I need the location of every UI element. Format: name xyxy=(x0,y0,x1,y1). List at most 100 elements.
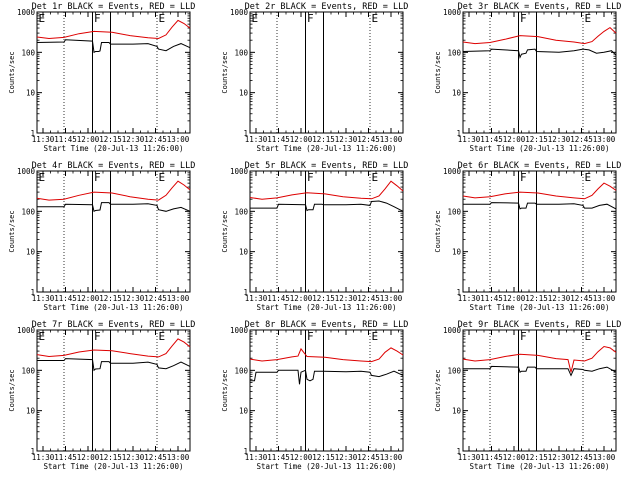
x-tick-label: 12:15 xyxy=(99,294,122,303)
chart-title: Det 3r BLACK = Events, RED = LLD xyxy=(458,2,622,12)
x-tick-label: 11:30 xyxy=(458,453,481,462)
plot-frame xyxy=(462,329,617,452)
x-tick-label: 12:15 xyxy=(99,453,122,462)
x-tick-label: 11:30 xyxy=(32,294,55,303)
y-tick-label: 1 xyxy=(243,288,248,297)
y-tick-label: 10 xyxy=(452,89,462,98)
x-tick-label: 11:45 xyxy=(267,135,290,144)
y-axis-label: Counts/sec xyxy=(434,51,442,93)
chart-title: Det 4r BLACK = Events, RED = LLD xyxy=(32,161,196,171)
x-tick-label: 11:30 xyxy=(245,294,268,303)
events-series-line xyxy=(37,202,191,213)
marker-E: E xyxy=(39,330,46,343)
y-tick-label: 100 xyxy=(447,366,461,375)
marker-F: F xyxy=(94,171,101,184)
chart-title: Det 8r BLACK = Events, RED = LLD xyxy=(245,320,409,330)
x-tick-label: 12:45 xyxy=(144,135,167,144)
y-tick-label: 1 xyxy=(30,447,35,456)
x-axis-label: Start Time (20-Jul-13 11:26:00) xyxy=(470,144,610,153)
x-axis-label: Start Time (20-Jul-13 11:26:00) xyxy=(257,144,397,153)
y-axis-label: Counts/sec xyxy=(221,369,229,411)
events-series-line xyxy=(250,369,404,385)
x-tick-label: 12:30 xyxy=(335,135,358,144)
x-tick-label: 11:45 xyxy=(54,453,77,462)
x-tick-label: 12:15 xyxy=(312,294,335,303)
x-tick-label: 12:30 xyxy=(548,294,571,303)
chart-title: Det 6r BLACK = Events, RED = LLD xyxy=(458,161,622,171)
x-tick-label: 12:45 xyxy=(144,453,167,462)
marker-E: E xyxy=(372,171,379,184)
lld-series-line xyxy=(462,345,617,373)
x-tick-label: 11:45 xyxy=(480,453,503,462)
lld-series-line xyxy=(249,347,404,363)
lld-series-line xyxy=(249,180,404,200)
y-tick-label: 100 xyxy=(21,48,35,57)
x-tick-label: 12:00 xyxy=(503,294,526,303)
x-tick-label: 13:00 xyxy=(593,453,616,462)
x-axis-label: Start Time (20-Jul-13 11:26:00) xyxy=(257,303,397,312)
events-series-line xyxy=(36,39,191,54)
chart-title: Det 5r BLACK = Events, RED = LLD xyxy=(245,161,409,171)
x-tick-label: 12:00 xyxy=(290,453,313,462)
x-tick-label: 11:30 xyxy=(245,135,268,144)
marker-E: E xyxy=(252,12,259,25)
x-tick-label: 13:00 xyxy=(593,294,616,303)
x-tick-label: 12:00 xyxy=(77,294,100,303)
y-tick-label: 1000 xyxy=(17,167,36,176)
events-series-line xyxy=(463,365,617,377)
x-tick-label: 13:00 xyxy=(593,135,616,144)
y-tick-label: 10 xyxy=(452,407,462,416)
marker-E: E xyxy=(585,171,592,184)
x-tick-label: 11:45 xyxy=(54,135,77,144)
x-tick-label: 11:45 xyxy=(480,294,503,303)
x-tick-label: 12:00 xyxy=(290,294,313,303)
marker-F: F xyxy=(94,330,101,343)
x-tick-label: 11:30 xyxy=(458,294,481,303)
marker-E: E xyxy=(159,330,166,343)
lld-series-line xyxy=(36,338,191,358)
y-tick-label: 100 xyxy=(447,207,461,216)
x-tick-label: 13:00 xyxy=(167,135,190,144)
x-tick-label: 12:45 xyxy=(144,294,167,303)
x-tick-label: 11:30 xyxy=(458,135,481,144)
x-tick-label: 12:45 xyxy=(357,135,380,144)
marker-E: E xyxy=(372,12,379,25)
lld-series-line xyxy=(36,19,191,40)
marker-F: F xyxy=(520,12,527,25)
marker-F: F xyxy=(520,330,527,343)
x-axis-label: Start Time (20-Jul-13 11:26:00) xyxy=(470,462,610,471)
marker-E: E xyxy=(585,330,592,343)
events-series-line xyxy=(462,48,617,59)
y-tick-label: 10 xyxy=(239,407,249,416)
x-tick-label: 12:45 xyxy=(357,294,380,303)
x-tick-label: 12:30 xyxy=(122,294,145,303)
y-tick-label: 1 xyxy=(456,288,461,297)
x-tick-label: 12:15 xyxy=(312,135,335,144)
y-tick-label: 10 xyxy=(452,248,462,257)
events-series-line xyxy=(463,202,617,210)
y-tick-label: 100 xyxy=(21,207,35,216)
lld-series-line xyxy=(462,26,617,45)
chart-title: Det 9r BLACK = Events, RED = LLD xyxy=(458,320,622,330)
x-tick-label: 12:15 xyxy=(525,135,548,144)
x-tick-label: 12:45 xyxy=(570,135,593,144)
plot-frame xyxy=(249,170,404,293)
y-tick-label: 100 xyxy=(21,366,35,375)
plot-frame xyxy=(462,11,617,134)
x-tick-label: 11:45 xyxy=(480,135,503,144)
x-tick-label: 12:15 xyxy=(312,453,335,462)
y-tick-label: 100 xyxy=(447,48,461,57)
x-tick-label: 12:00 xyxy=(503,135,526,144)
marker-F: F xyxy=(520,171,527,184)
y-tick-label: 1000 xyxy=(17,326,36,335)
marker-E: E xyxy=(159,12,166,25)
marker-E: E xyxy=(585,12,592,25)
chart-title: Det 7r BLACK = Events, RED = LLD xyxy=(32,320,196,330)
y-tick-label: 1000 xyxy=(230,8,249,17)
x-tick-label: 11:45 xyxy=(267,294,290,303)
